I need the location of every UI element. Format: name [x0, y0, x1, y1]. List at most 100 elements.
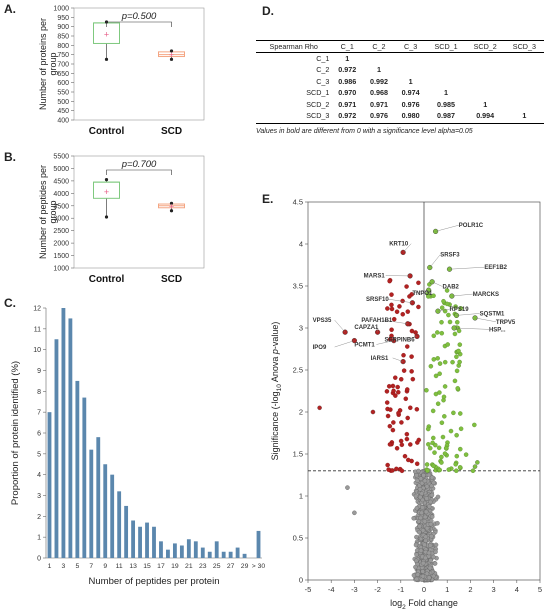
point-upregulated	[442, 451, 448, 456]
protein-label: HSP...	[489, 327, 506, 333]
point-nonsignificant	[432, 561, 438, 566]
y-tick-label: 10	[33, 347, 41, 354]
y-tick-label: 2	[37, 514, 41, 521]
point-upregulated	[431, 293, 436, 298]
point-downregulated	[407, 294, 412, 299]
table-cell: 0.971	[338, 99, 357, 109]
x-category-label: SCD	[161, 126, 182, 137]
panel-label-a: A.	[4, 2, 16, 16]
protein-label: MARCKS	[473, 292, 499, 298]
table-note: Values in bold are different from 0 with…	[256, 128, 473, 135]
point-downregulated	[390, 468, 395, 473]
point-nonsignificant	[423, 534, 428, 540]
table-header-row: Spearman Rho C_1 C_2 C_3 SCD_1 SCD_2 SCD_3	[256, 40, 544, 53]
point-nonsignificant	[428, 543, 433, 548]
y-tick-label: 9	[37, 368, 41, 375]
y-axis-label: Proportion of protein identified (%)	[10, 361, 21, 505]
y-axis-label-line: group	[48, 52, 58, 75]
table-header-cell: Spearman Rho	[256, 40, 332, 53]
plot-frame	[73, 155, 205, 269]
y-tick-label: 2500	[53, 228, 69, 235]
point-upregulated	[439, 305, 445, 310]
label-leader-line	[429, 254, 441, 268]
point-upregulated	[431, 435, 436, 441]
label-leader-line	[475, 317, 496, 322]
point-upregulated	[430, 408, 436, 414]
label-leader-line	[334, 319, 346, 333]
table-cell: 0.980	[394, 110, 427, 124]
bar	[214, 541, 219, 558]
protein-label: SERPINB6	[385, 337, 416, 343]
point-upregulated	[442, 359, 448, 365]
point-upregulated	[442, 384, 448, 389]
point-downregulated	[399, 468, 405, 474]
table-cell	[466, 53, 505, 65]
point-upregulated	[452, 331, 458, 337]
bar	[200, 547, 205, 558]
y-tick-label: 11	[34, 326, 41, 333]
point-downregulated	[388, 407, 393, 412]
point-upregulated	[432, 450, 437, 455]
point-downregulated	[416, 304, 421, 310]
y-tick-label: 800	[57, 43, 69, 50]
point-nonsignificant	[420, 569, 425, 574]
point-nonsignificant	[417, 486, 423, 492]
label-leader-line	[454, 327, 489, 330]
y-tick-label: 4000	[53, 191, 69, 198]
protein-label: VPS35	[313, 318, 332, 324]
table-cell: 0.992	[369, 76, 388, 86]
point-labeled	[405, 321, 411, 327]
x-tick-label: -2	[374, 585, 381, 594]
point-downregulated	[398, 438, 404, 444]
point-downregulated	[401, 368, 407, 373]
point-nonsignificant	[429, 475, 435, 480]
table-cell	[466, 76, 505, 88]
bar	[186, 539, 191, 558]
label-leader-line	[387, 298, 413, 303]
y-tick-label: 1	[299, 492, 303, 501]
point-nonsignificant	[418, 548, 424, 553]
point-upregulated	[448, 428, 454, 434]
point-nonsignificant	[428, 499, 433, 505]
table-cell: 1	[408, 76, 413, 86]
label-leader-line	[402, 243, 412, 253]
point-nonsignificant	[422, 514, 428, 520]
x-category-label: Control	[89, 274, 125, 285]
bar	[166, 549, 170, 558]
bar	[131, 520, 136, 558]
table-cell: 0.987	[426, 110, 466, 124]
point-downregulated	[401, 352, 406, 358]
label-leader-line	[412, 290, 429, 294]
x-tick-label: 7	[89, 563, 93, 570]
point-upregulated	[455, 319, 460, 325]
y-tick-label: 7	[37, 410, 41, 417]
point-upregulated	[426, 442, 431, 447]
table-row-name: C_1	[316, 53, 330, 63]
table-cell: 0.972	[338, 65, 357, 75]
table-cell	[363, 53, 395, 65]
x-tick-label: 3	[62, 563, 66, 570]
protein-label: KRT10	[389, 242, 409, 248]
table-cell	[395, 53, 427, 65]
y-axis-label-line: Number of proteins per	[38, 18, 48, 110]
point-nonsignificant	[419, 510, 424, 516]
point-upregulated	[442, 414, 447, 419]
table-cell	[466, 88, 505, 100]
bar	[159, 541, 163, 558]
point-upregulated	[440, 434, 446, 440]
x-axis-label: Number of peptides per protein	[89, 576, 220, 587]
x-tick-label: 29	[241, 563, 249, 570]
y-axis-label-sub: 10	[276, 384, 283, 392]
table-cell: 0.976	[401, 99, 420, 109]
y-tick-label: 550	[57, 90, 69, 97]
y-tick-label: 500	[57, 99, 69, 106]
point-upregulated	[435, 356, 440, 361]
point-nonsignificant	[420, 505, 425, 510]
x-tick-label: 17	[157, 563, 165, 570]
table-cell	[505, 65, 544, 77]
x-axis-label-sub: 2	[402, 604, 406, 611]
y-tick-label: 700	[57, 62, 69, 69]
x-tick-label: 11	[116, 563, 123, 570]
point-downregulated	[408, 442, 413, 447]
